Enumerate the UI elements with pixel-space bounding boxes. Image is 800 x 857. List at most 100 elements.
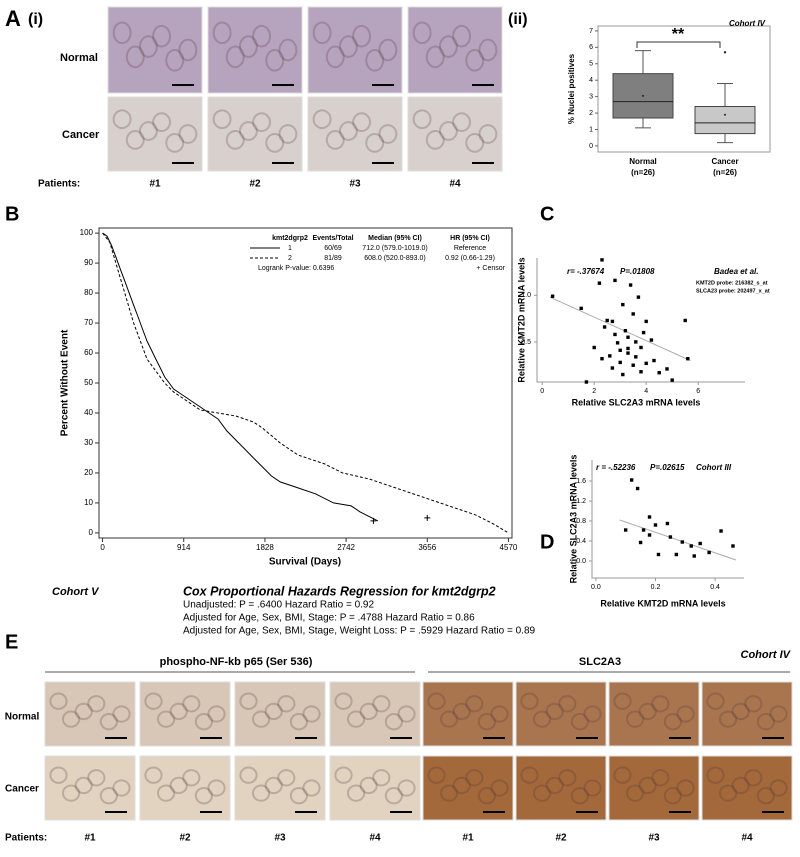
label: Relative KMT2D mRNA levels bbox=[516, 257, 526, 382]
tissue-texture bbox=[178, 38, 198, 62]
mean bbox=[642, 94, 644, 97]
label: 20 bbox=[84, 468, 93, 477]
tissue-texture bbox=[157, 784, 176, 802]
point bbox=[636, 295, 641, 299]
tissue-texture bbox=[278, 38, 298, 62]
point bbox=[635, 486, 640, 491]
tissue-texture bbox=[533, 710, 552, 728]
label: Cohort III bbox=[696, 463, 732, 472]
tissue-texture bbox=[264, 702, 283, 721]
point bbox=[610, 319, 615, 324]
tissue-texture bbox=[583, 705, 602, 723]
tissue-texture bbox=[651, 695, 670, 713]
point bbox=[634, 355, 638, 359]
tissue-texture bbox=[520, 692, 539, 710]
label: (n=26) bbox=[713, 168, 737, 177]
tissue-texture bbox=[359, 776, 378, 795]
tissue-texture bbox=[545, 702, 564, 721]
micrograph bbox=[407, 6, 503, 94]
label: A bbox=[5, 6, 21, 31]
point bbox=[683, 318, 687, 323]
tissue-texture bbox=[638, 776, 657, 795]
label: Adjusted for Age, Sex, BMI, Stage, Weigh… bbox=[183, 626, 535, 637]
tissue-texture bbox=[289, 713, 308, 731]
tissue-texture bbox=[207, 779, 226, 797]
label: Cancer bbox=[5, 784, 39, 795]
tissue-texture bbox=[182, 769, 201, 787]
tissue-texture bbox=[325, 130, 345, 150]
label: ** bbox=[672, 26, 685, 43]
label: #4 bbox=[369, 833, 381, 844]
tissue-texture bbox=[112, 705, 131, 723]
label: #2 bbox=[555, 833, 567, 844]
tissue-texture bbox=[238, 121, 258, 141]
micrograph bbox=[515, 681, 607, 747]
tissue-texture bbox=[99, 787, 119, 805]
label: Unadjusted: P = .6400 Hazard Ratio = 0.9… bbox=[183, 600, 374, 611]
label: Relative SLC2A3 mRNA levels bbox=[568, 455, 578, 584]
label: E bbox=[5, 631, 18, 653]
tissue-texture bbox=[558, 695, 577, 713]
point bbox=[592, 345, 596, 350]
tissue-texture bbox=[334, 692, 353, 710]
point bbox=[628, 283, 633, 287]
tissue-texture bbox=[144, 692, 163, 710]
label: Adjusted for Age, Sex, BMI, Stage: P = .… bbox=[183, 613, 475, 624]
label: 1.0 bbox=[521, 292, 531, 299]
label: #2 bbox=[179, 833, 191, 844]
label: 5 bbox=[589, 61, 593, 68]
axes bbox=[536, 258, 745, 383]
micrograph bbox=[139, 681, 231, 747]
point bbox=[597, 281, 602, 285]
tissue-texture bbox=[62, 784, 81, 802]
tissue-texture bbox=[338, 121, 358, 141]
label: Cohort V bbox=[52, 586, 100, 598]
point bbox=[665, 521, 670, 526]
point bbox=[670, 378, 674, 382]
tissue-texture bbox=[238, 35, 258, 58]
tissue-texture bbox=[125, 130, 145, 150]
plot-frame bbox=[597, 25, 771, 153]
label: 1.6 bbox=[576, 478, 586, 485]
label: 0.92 (0.66-1.29) bbox=[445, 255, 495, 262]
tissue-texture bbox=[558, 769, 577, 787]
point bbox=[641, 528, 646, 532]
tissue-texture bbox=[583, 779, 602, 797]
label: 0.4 bbox=[710, 584, 720, 591]
label: #3 bbox=[349, 179, 361, 190]
tissue-texture bbox=[225, 130, 245, 150]
micrograph bbox=[139, 755, 231, 821]
label: 50 bbox=[84, 378, 93, 387]
point bbox=[680, 540, 685, 544]
point bbox=[634, 340, 638, 344]
tissue-texture bbox=[372, 769, 391, 787]
tissue-texture bbox=[465, 769, 484, 787]
label: r= -.37674 bbox=[567, 267, 605, 276]
micrograph bbox=[44, 755, 136, 821]
label: SLC2A3 bbox=[579, 656, 621, 668]
tissue-texture bbox=[478, 38, 498, 62]
micrograph bbox=[207, 6, 303, 94]
tissue-texture bbox=[334, 766, 353, 784]
tissue-texture bbox=[152, 112, 172, 133]
axes bbox=[591, 460, 744, 579]
micrograph bbox=[107, 6, 203, 94]
tissue-texture bbox=[490, 705, 509, 723]
label: #2 bbox=[249, 179, 261, 190]
tissue-texture bbox=[465, 133, 485, 153]
point bbox=[638, 540, 643, 545]
label: 6 bbox=[589, 44, 593, 51]
tissue-texture bbox=[165, 49, 185, 72]
point bbox=[653, 523, 658, 527]
label: P=.01808 bbox=[620, 267, 655, 276]
label: #3 bbox=[648, 833, 660, 844]
significance-bracket bbox=[636, 41, 721, 48]
tissue-texture bbox=[152, 24, 172, 48]
point bbox=[631, 312, 635, 316]
point bbox=[698, 541, 702, 546]
tissue-texture bbox=[756, 787, 776, 805]
tissue-texture bbox=[520, 766, 539, 784]
tissue-texture bbox=[265, 133, 285, 153]
label: Relative SLC2A3 mRNA levels bbox=[572, 397, 701, 407]
